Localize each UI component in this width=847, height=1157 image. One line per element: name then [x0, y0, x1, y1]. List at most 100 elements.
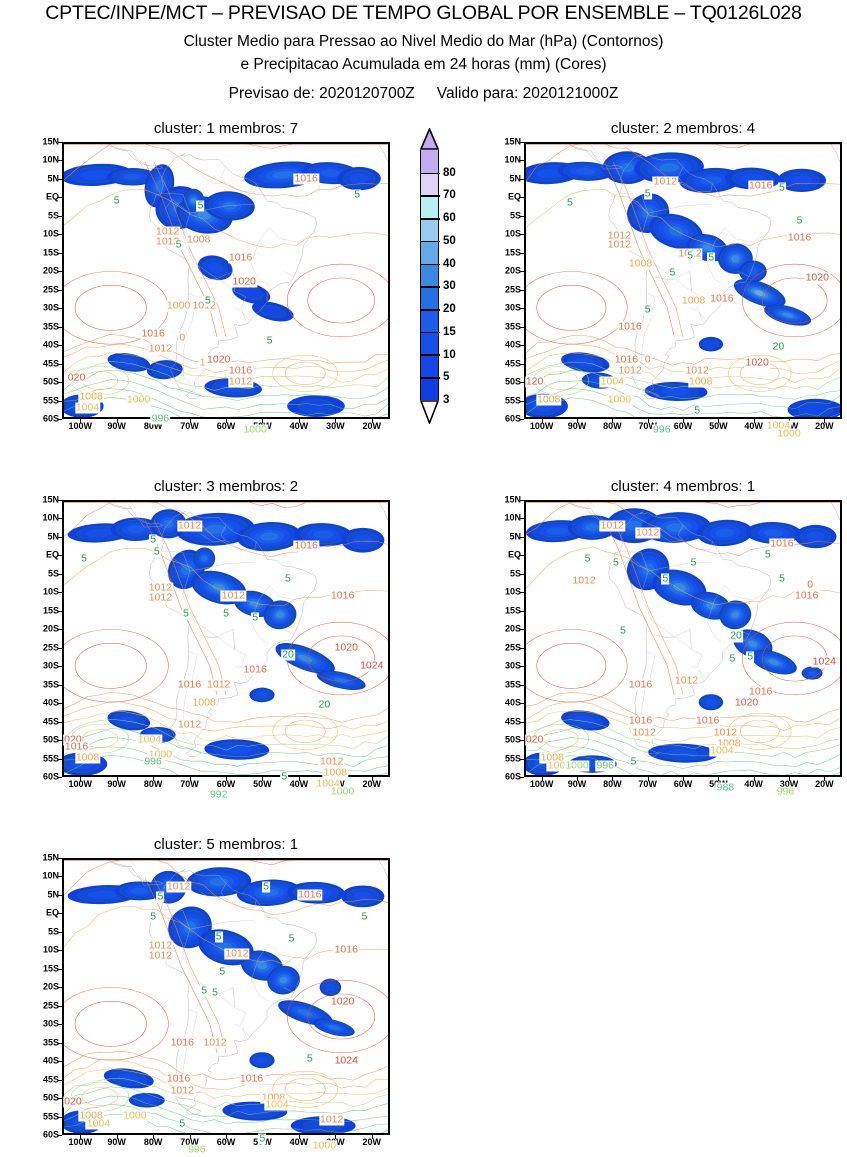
colorbar-divider	[419, 331, 440, 334]
isobar-label: 1004	[315, 777, 341, 790]
colorbar-tick-label: 40	[443, 257, 456, 270]
y-axis-tick-label: EQ	[507, 549, 521, 560]
y-axis-tick-mark	[520, 160, 524, 162]
isobar-label: 1012	[571, 574, 597, 587]
isobar-label: 020	[66, 371, 87, 384]
isobar-label: 1004	[765, 419, 792, 432]
map-plot-area-4[interactable]: 15N 10N 5N EQ 5S 10S 15S 20S 25S 30S 35S 40S 45S 50S 5…	[504, 495, 842, 798]
y-axis-tick-mark	[520, 400, 524, 402]
precip-contour-label: 5	[156, 890, 165, 903]
isobar-label: 1016	[793, 589, 820, 602]
isobar-label: 1000	[311, 1139, 338, 1152]
x-axis-tick-mark	[647, 419, 649, 423]
colorbar-divider	[419, 195, 440, 198]
colorbar-segment	[419, 195, 440, 219]
y-axis-tick-mark	[58, 950, 62, 952]
x-axis-tick-mark	[116, 419, 118, 423]
cluster-panel-title-2: cluster: 2 membros: 4	[610, 120, 756, 137]
isobar-label: 1012	[169, 1084, 195, 1097]
x-axis-tick-mark	[371, 419, 373, 423]
y-axis-tick-mark	[58, 573, 62, 575]
y-axis-tick-label: 15S	[504, 247, 521, 258]
precip-contour-label: 5	[353, 188, 362, 201]
x-axis-tick-label: 60W	[216, 779, 236, 789]
isobar-label: 1012	[673, 674, 700, 687]
cluster-panel-title-1: cluster: 1 membros: 7	[153, 120, 299, 137]
isobar-label: 1004	[599, 375, 626, 388]
y-axis-tick-label: 5N	[509, 531, 521, 542]
map-plot-area-1[interactable]: 15N 10N 5N EQ 5S 10S 15S 20S 25S 30S 35S 40S 45S 50S 5…	[42, 137, 390, 436]
y-axis-tick-mark	[58, 178, 62, 180]
x-axis-tick-mark	[577, 777, 578, 781]
y-axis-tick-mark	[58, 326, 62, 328]
x-axis-tick-mark	[335, 419, 337, 423]
y-axis-tick-label: 15S	[42, 963, 59, 974]
y-axis-tick-label: 50S	[42, 734, 59, 745]
colorbar-segment	[419, 263, 440, 287]
y-axis-tick-label: 5S	[509, 568, 521, 579]
isobar-label: 1008	[185, 233, 212, 246]
isobar-label: 1012	[617, 364, 643, 377]
precip-contour-label: 5	[778, 572, 786, 585]
y-axis-tick-mark	[58, 721, 62, 723]
isobar-label: 020	[524, 733, 545, 746]
x-axis-tick-label: 40W	[289, 421, 309, 431]
x-axis-tick-mark	[824, 419, 826, 423]
isobar-label: 1012	[599, 519, 626, 532]
isobar-label: 1008	[191, 696, 217, 709]
y-axis-tick-mark	[520, 610, 524, 612]
isobar-label: 120	[524, 375, 545, 388]
isobar-label: 1016	[748, 179, 774, 192]
map-plot-area-2[interactable]: 15N 10N 5N EQ 5S 10S 15S 20S 25S 30S 35S 40S 45S 50S 5…	[504, 137, 842, 440]
isobar-label: 1000	[776, 427, 802, 440]
forecast-valid-label: Valido para: 2020121000Z	[436, 85, 619, 102]
y-axis-tick-label: 35S	[42, 679, 59, 690]
y-axis-tick-mark	[58, 1079, 62, 1081]
y-axis-tick-label: 20S	[504, 265, 521, 276]
y-axis-tick-label: 55S	[504, 753, 521, 764]
x-axis-tick-label: 80W	[143, 421, 163, 431]
x-axis-tick-mark	[80, 1135, 82, 1139]
y-axis-tick-mark	[58, 858, 62, 859]
map-plot-area-5[interactable]: 15N 10N 5N EQ 5S 10S 15S 20S 25S 30S 35S 40S 45S 50S 5…	[42, 853, 390, 1156]
y-axis-tick-label: 25S	[504, 284, 521, 295]
y-axis-tick-label: 20S	[504, 623, 521, 634]
y-axis-tick-label: 40S	[42, 1055, 59, 1066]
colorbar-tick-label: 5	[443, 371, 450, 384]
isobar-label: 1004	[74, 401, 101, 414]
y-axis-tick-mark	[58, 142, 62, 143]
y-axis-tick-mark	[58, 518, 62, 520]
y-axis-tick-label: 45S	[504, 716, 521, 727]
map-plot-area-3[interactable]: 15N 10N 5N EQ 5S 10S 15S 20S 25S 30S 35S 40S 45S 50S 5…	[42, 495, 390, 801]
y-axis-tick-mark	[58, 1061, 62, 1063]
x-axis-tick-mark	[683, 419, 684, 423]
colorbar-segment	[419, 331, 440, 355]
y-axis-tick-mark	[58, 647, 62, 649]
x-axis-tick-mark	[153, 1135, 155, 1139]
forecast-issued-label: Previsao de: 2020120700Z	[228, 85, 415, 102]
x-axis-tick-mark	[262, 777, 264, 781]
y-axis-tick-label: 10S	[42, 944, 59, 955]
y-axis-tick-label: 5N	[509, 173, 521, 184]
cluster-panel-5: cluster: 5 membros: 1 15N 10N 5N EQ 5S 10S 15S 2…	[42, 836, 390, 1156]
precip-contour-label: 5	[795, 214, 804, 227]
y-axis-tick-label: 55S	[504, 395, 521, 406]
x-axis-tick-label: 70W	[180, 421, 199, 431]
precip-contour-label: 5	[778, 181, 786, 194]
x-axis-tick-mark	[116, 1135, 118, 1139]
y-axis-tick-mark	[58, 234, 62, 236]
y-axis-tick-mark	[58, 400, 62, 402]
isobar-label: 020	[63, 733, 83, 746]
colorbar-segment	[419, 172, 440, 196]
y-axis-tick-label: 20S	[42, 623, 59, 634]
page-title: CPTEC/INPE/MCT – PREVISAO DE TEMPO GLOBA…	[45, 2, 802, 24]
x-axis-tick-label: 70W	[638, 779, 657, 789]
x-axis-tick-label: 100W	[68, 421, 92, 431]
y-axis-tick-mark	[58, 555, 62, 557]
y-axis-tick-label: 10N	[42, 154, 59, 165]
x-axis-tick-mark	[612, 419, 614, 423]
isobar-label: 1008	[627, 257, 654, 270]
cluster-panel-1: cluster: 1 membros: 7 15N 10N 5N EQ 5S 10S 15S 2…	[42, 120, 390, 437]
y-axis-tick-label: 60S	[42, 1129, 59, 1140]
x-axis-tick-mark	[647, 777, 649, 781]
